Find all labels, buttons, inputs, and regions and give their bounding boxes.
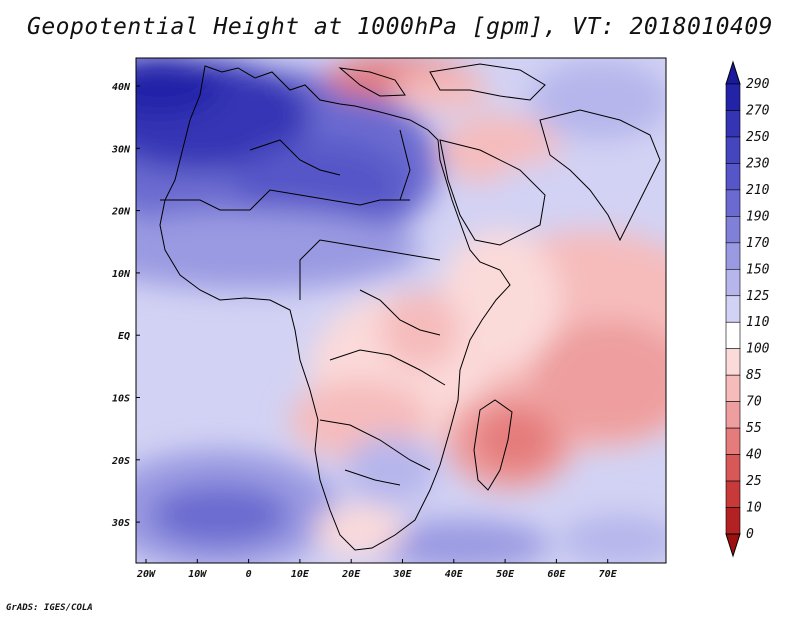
colorbar-level-label: 210 <box>746 183 770 198</box>
colorbar-level-label: 230 <box>746 156 770 171</box>
x-tick-label: 30E <box>392 569 412 580</box>
height-field <box>136 58 666 563</box>
colorbar-swatch <box>725 348 741 376</box>
colorbar-swatch <box>725 268 741 297</box>
colorbar-level-label: 40 <box>746 448 762 463</box>
colorbar-swatch <box>725 136 741 164</box>
colorbar-swatch <box>725 216 741 244</box>
y-tick-label: 10S <box>112 394 130 405</box>
colorbar-swatch <box>725 110 741 138</box>
colorbar-level-label: 125 <box>746 289 770 304</box>
colorbar-level-label: 290 <box>746 77 770 92</box>
colorbar-level-label: 0 <box>746 527 754 542</box>
x-tick-label: 0 <box>246 569 252 580</box>
colorbar-level-label: 100 <box>746 342 770 357</box>
y-axis: 40N 30N 20N 10N EQ 10S 20S 30S <box>111 82 140 529</box>
colorbar-swatch <box>725 480 741 508</box>
y-tick-label: 30N <box>111 144 131 155</box>
colorbar-level-label: 190 <box>746 209 770 224</box>
x-tick-label: 10W <box>188 569 207 580</box>
colorbar-swatch <box>725 507 741 535</box>
colorbar-level-label: 150 <box>746 262 770 277</box>
colorbar-level-label: 250 <box>746 130 770 145</box>
colorbar-swatch <box>725 427 741 455</box>
coastlines <box>159 63 661 551</box>
colorbar-level-label: 25 <box>746 474 762 489</box>
colorbar-swatch <box>725 163 741 191</box>
colorbar-swatch <box>725 189 741 217</box>
y-tick-label: EQ <box>118 331 130 342</box>
x-tick-label: 40E <box>445 569 464 580</box>
y-tick-label: 20N <box>111 207 131 218</box>
y-tick-label: 10N <box>112 269 131 280</box>
map-title: Geopotential Height at 1000hPa [gpm], VT… <box>26 14 774 40</box>
x-tick-label: 20W <box>136 569 156 580</box>
colorbar-swatch <box>725 321 741 350</box>
colorbar-level-label: 110 <box>746 315 770 330</box>
x-axis: 20W 10W 0 10E 20E 30E 40E 50E 60E 70E <box>136 559 618 580</box>
y-tick-label: 20S <box>111 456 130 467</box>
y-tick-label: 40N <box>112 82 131 93</box>
x-tick-label: 10E <box>291 569 310 580</box>
colorbar-level-label: 170 <box>746 236 770 251</box>
y-tick-label: 30S <box>111 518 130 529</box>
colorbar-level-label: 55 <box>746 421 762 436</box>
grads-credit: GrADS: IGES/COLA <box>6 603 93 613</box>
x-tick-label: 50E <box>496 569 515 580</box>
plot-frame <box>135 57 667 564</box>
x-tick-label: 20E <box>341 569 361 580</box>
colorbar-top-arrow <box>725 60 741 85</box>
colorbar-swatch <box>725 374 741 402</box>
colorbar-swatch <box>725 83 741 111</box>
colorbar-level-label: 70 <box>746 395 762 410</box>
colorbar-level-label: 10 <box>746 501 762 516</box>
colorbar-swatch <box>725 242 741 270</box>
x-tick-label: 60E <box>547 569 566 580</box>
colorbar-swatch <box>725 454 741 482</box>
colorbar-bottom-arrow <box>725 533 741 558</box>
colorbar-swatch <box>725 295 741 323</box>
colorbar-swatch <box>725 401 741 429</box>
colorbar-level-label: 270 <box>746 103 770 118</box>
x-tick-label: 70E <box>599 569 618 580</box>
colorbar-level-label: 85 <box>746 368 762 383</box>
